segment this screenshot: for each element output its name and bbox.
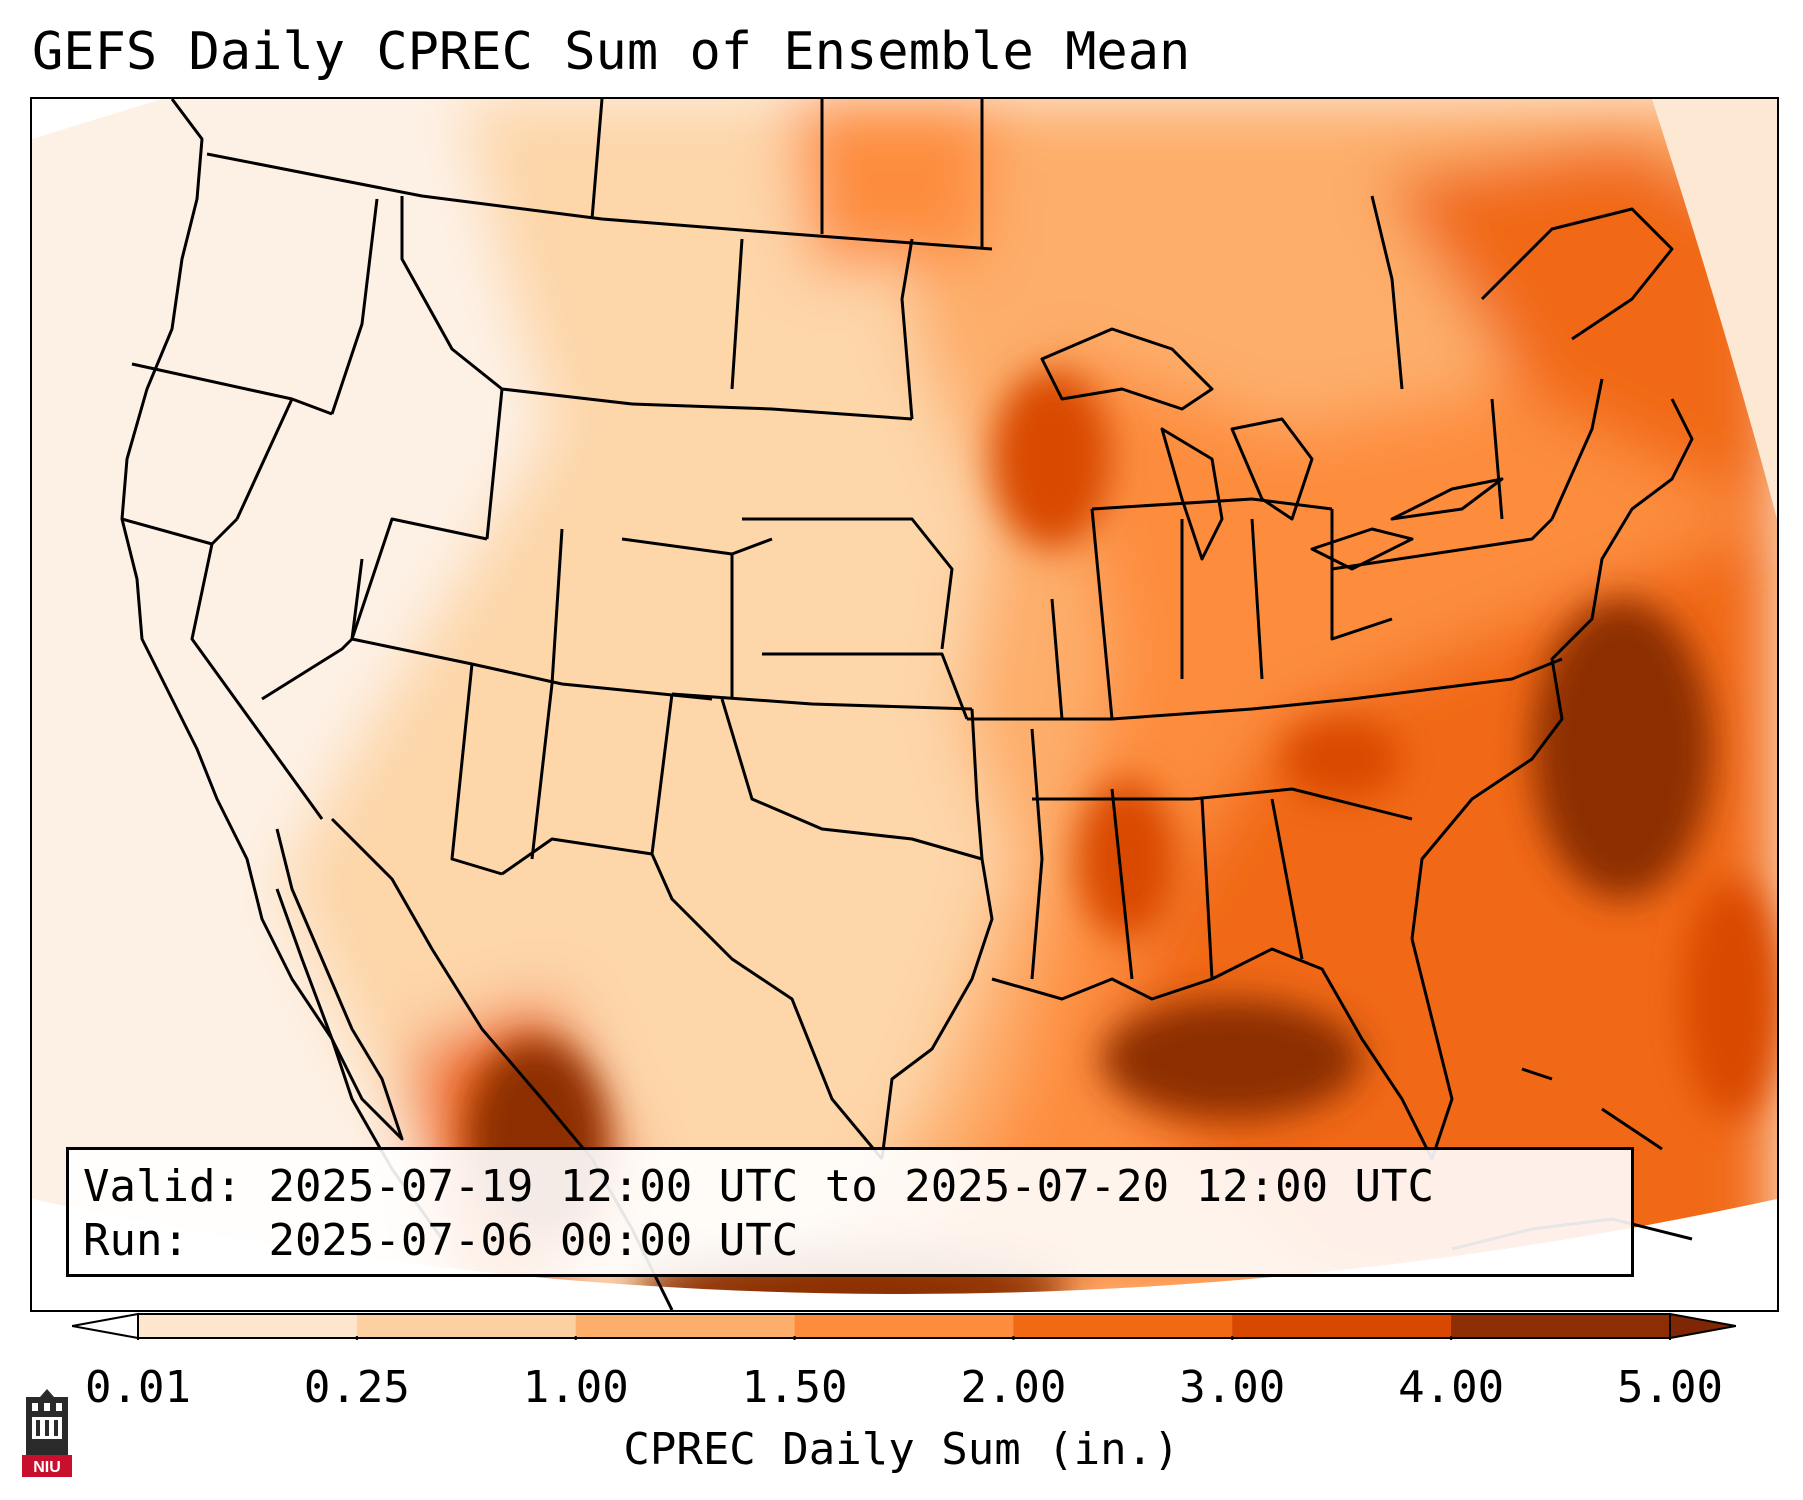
colorbar-tick-label: 2.00 (960, 1362, 1067, 1413)
precipitation-map (30, 97, 1779, 1312)
map-title: GEFS Daily CPREC Sum of Ensemble Mean (32, 22, 1191, 82)
map-canvas (32, 99, 1777, 1310)
run-label: Run: (83, 1215, 189, 1266)
run-value: 2025-07-06 00:00 UTC (268, 1215, 799, 1266)
colorbar (72, 1312, 1736, 1340)
colorbar-segment (1013, 1314, 1233, 1338)
colorbar-label: CPREC Daily Sum (in.) (623, 1424, 1180, 1475)
niu-logo: NIU (22, 1389, 72, 1477)
colorbar-tick-label: 5.00 (1617, 1362, 1723, 1413)
colorbar-tick-label: 4.00 (1398, 1362, 1505, 1413)
valid-line: Valid: 2025-07-19 12:00 UTC to 2025-07-2… (83, 1160, 1617, 1214)
colorbar-tick-label: 0.25 (303, 1362, 410, 1413)
colorbar-border (137, 1313, 1671, 1339)
colorbar-over-extend (1669, 1312, 1736, 1340)
colorbar-segment (356, 1314, 577, 1338)
niu-logo-text: NIU (33, 1459, 61, 1476)
valid-label: Valid: (83, 1161, 242, 1212)
valid-value: 2025-07-19 12:00 UTC to 2025-07-20 12:00… (268, 1161, 1435, 1212)
colorbar-segment (138, 1314, 358, 1338)
colorbar-tick-label: 1.00 (522, 1362, 629, 1413)
colorbar-segment (794, 1314, 1014, 1338)
valid-run-info-box: Valid: 2025-07-19 12:00 UTC to 2025-07-2… (66, 1147, 1634, 1277)
colorbar-tick-label: 1.50 (741, 1362, 848, 1413)
colorbar-segment (575, 1314, 796, 1338)
run-line: Run: 2025-07-06 00:00 UTC (83, 1214, 1617, 1268)
colorbar-tick-label: 0.01 (85, 1362, 191, 1413)
colorbar-segment (1232, 1314, 1452, 1338)
colorbar-tick-label: 3.00 (1179, 1362, 1286, 1413)
colorbar-segment (1451, 1314, 1671, 1338)
colorbar-svg (72, 1312, 1736, 1340)
colorbar-under-extend (72, 1312, 139, 1340)
